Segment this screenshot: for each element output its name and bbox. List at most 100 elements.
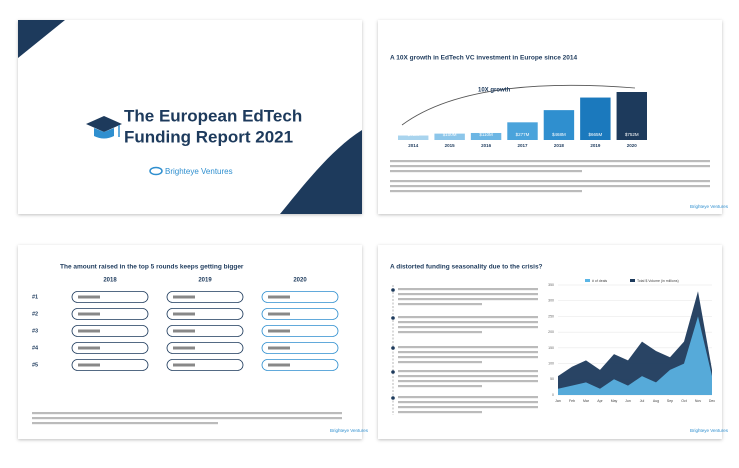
y-tick-label: 150 <box>548 346 554 350</box>
bar <box>470 132 502 140</box>
x-tick-label: Sep <box>667 399 673 403</box>
slide <box>378 245 722 439</box>
value-label: $665M <box>588 132 602 137</box>
bar <box>616 92 647 140</box>
value-label: $100M <box>443 132 457 137</box>
text-line <box>398 298 538 301</box>
text-line <box>390 160 710 163</box>
corner-shape <box>280 130 362 214</box>
company-logo <box>173 346 195 350</box>
text-line <box>32 412 342 415</box>
round-pill <box>166 342 244 354</box>
value-label: $468M <box>552 132 566 137</box>
round-pill <box>261 342 339 354</box>
timeline-dot <box>391 316 395 320</box>
brand: Brighteye Ventures <box>690 428 729 433</box>
bar <box>398 135 429 140</box>
text-line <box>398 316 538 319</box>
company-logo <box>268 295 290 299</box>
x-tick-label: Jan <box>555 399 561 403</box>
bar <box>543 110 575 140</box>
round-pill <box>71 308 149 320</box>
year-label: 2019 <box>198 278 212 284</box>
x-tick-label: Feb <box>569 399 575 403</box>
x-tick-label: Mar <box>583 399 590 403</box>
round-pill <box>261 291 339 303</box>
text-line <box>398 396 538 399</box>
slide-title: A 10X growth in EdTech VC investment in … <box>390 55 577 62</box>
slide-title: The European EdTech <box>124 106 302 125</box>
company-logo <box>78 329 100 333</box>
text-line <box>398 356 538 359</box>
cap-icon <box>86 116 122 139</box>
text-line <box>398 385 482 388</box>
company-logo <box>173 295 195 299</box>
company-logo <box>78 295 100 299</box>
value-label: $752M <box>625 132 639 137</box>
round-pill <box>261 325 339 337</box>
y-tick-label: 100 <box>548 361 554 365</box>
year-label: 2020 <box>293 278 307 284</box>
x-tick-label: 2014 <box>408 143 419 148</box>
x-tick-label: Apr <box>597 399 603 403</box>
round-pill <box>71 342 149 354</box>
round-pill <box>71 359 149 371</box>
logo <box>149 166 163 176</box>
rank-label: #2 <box>32 311 38 317</box>
text-line <box>32 417 342 420</box>
timeline-dot <box>391 396 395 400</box>
value-label: $110M <box>479 132 493 137</box>
bar <box>580 97 611 140</box>
round-pill <box>261 308 339 320</box>
y-tick-label: 300 <box>548 299 554 303</box>
timeline-dot <box>391 288 395 292</box>
company-logo <box>268 312 290 316</box>
slide-title: A distorted funding seasonality due to t… <box>390 264 543 271</box>
text-line <box>398 303 482 306</box>
x-tick-label: 2020 <box>627 143 638 148</box>
text-line <box>390 165 710 168</box>
brand: Brighteye Ventures <box>330 428 369 433</box>
rank-label: #5 <box>32 362 38 368</box>
text-line <box>398 361 482 364</box>
x-tick-label: Dec <box>709 399 715 403</box>
slide <box>18 20 362 214</box>
slide-title: Funding Report 2021 <box>124 127 293 146</box>
x-tick-label: 2017 <box>517 143 528 148</box>
year-label: 2018 <box>103 278 117 284</box>
round-pill <box>261 359 339 371</box>
text-line <box>398 380 538 383</box>
company-logo <box>268 329 290 333</box>
text-line <box>398 401 538 404</box>
rank-label: #4 <box>32 345 39 351</box>
round-pill <box>71 291 149 303</box>
x-tick-label: 2015 <box>445 143 456 148</box>
rank-label: #3 <box>32 328 38 334</box>
text-line <box>390 170 582 173</box>
bar <box>507 122 538 140</box>
text-line <box>398 288 538 291</box>
x-tick-label: Nov <box>695 399 701 403</box>
y-tick-label: 250 <box>548 314 554 318</box>
rank-label: #1 <box>32 294 38 300</box>
text-line <box>390 180 710 183</box>
text-line <box>398 406 538 409</box>
text-line <box>32 422 218 425</box>
text-line <box>390 190 582 193</box>
x-tick-label: 2019 <box>590 143 601 148</box>
legend-label: # of deals <box>592 279 607 283</box>
y-tick-label: 350 <box>548 283 554 287</box>
company-logo <box>268 346 290 350</box>
round-pill <box>166 359 244 371</box>
annotation: 10X growth <box>478 88 511 94</box>
timeline-dot <box>391 346 395 350</box>
text-line <box>398 351 538 354</box>
text-line <box>398 346 538 349</box>
legend-swatch <box>585 279 590 282</box>
corner-shape <box>18 20 65 58</box>
round-pill <box>166 308 244 320</box>
company-logo <box>78 346 100 350</box>
x-tick-label: Jul <box>640 399 645 403</box>
brand: Brighteye Ventures <box>690 204 729 209</box>
